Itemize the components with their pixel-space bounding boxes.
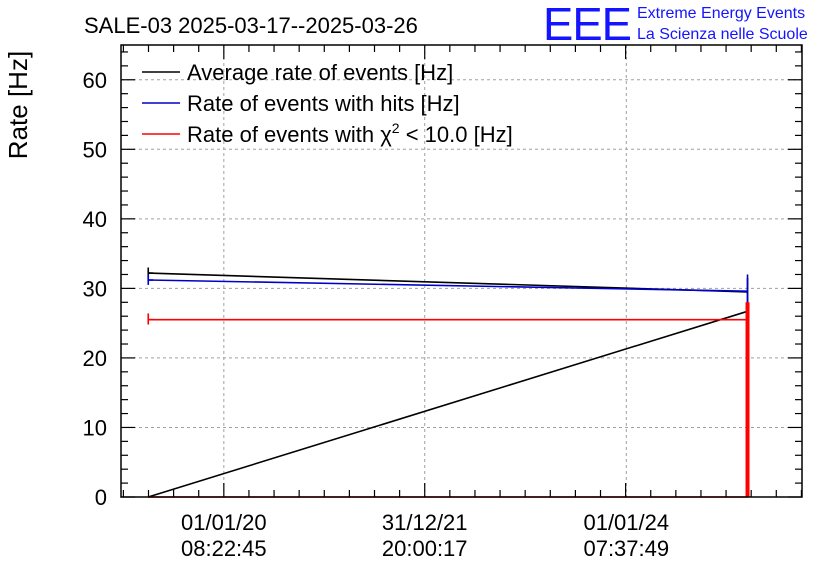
x-tick-time-label: 07:37:49 <box>583 536 669 561</box>
x-tick-date-label: 31/12/21 <box>382 510 468 535</box>
y-axis-title-group: Rate [Hz] <box>3 51 33 159</box>
legend-label-chi2-prefix: Rate of events with <box>187 122 380 147</box>
eee-logo-line2: La Scienza nelle Scuole <box>637 26 808 43</box>
legend-label-hits: Rate of events with hits [Hz] <box>187 91 460 116</box>
eee-logo-mark: EEE <box>543 0 631 50</box>
eee-logo-line1: Extreme Energy Events <box>637 5 805 22</box>
y-tick-label: 50 <box>83 137 107 162</box>
eee-logo: EEE Extreme Energy Events La Scienza nel… <box>543 0 808 50</box>
plot-frame <box>120 44 803 498</box>
legend-label-chi2: Rate of events with χ2 < 10.0 [Hz] <box>187 120 513 147</box>
x-tick-time-label: 20:00:17 <box>382 536 468 561</box>
y-tick-label: 0 <box>95 485 107 510</box>
legend-label-chi2-symbol: χ <box>380 122 392 147</box>
chart-title: SALE-03 2025-03-17--2025-03-26 <box>84 13 418 38</box>
y-axis-title: Rate [Hz] <box>3 51 33 159</box>
legend-label-chi2-suffix: < 10.0 [Hz] <box>400 122 513 147</box>
legend-label-chi2-exp: 2 <box>392 120 400 136</box>
series-line <box>148 279 748 292</box>
legend-label-average: Average rate of events [Hz] <box>187 60 453 85</box>
y-tick-label: 10 <box>83 415 107 440</box>
y-tick-label: 60 <box>83 68 107 93</box>
x-tick-time-label: 08:22:45 <box>181 536 267 561</box>
x-tick-date-label: 01/01/20 <box>181 510 267 535</box>
y-tick-label: 40 <box>83 207 107 232</box>
series-line <box>147 310 748 498</box>
series-layer <box>147 267 750 498</box>
x-tick-date-label: 01/01/24 <box>583 510 669 535</box>
legend: Average rate of events [Hz] Rate of even… <box>142 60 513 147</box>
y-tick-label: 30 <box>83 276 107 301</box>
y-tick-label: 20 <box>83 346 107 371</box>
